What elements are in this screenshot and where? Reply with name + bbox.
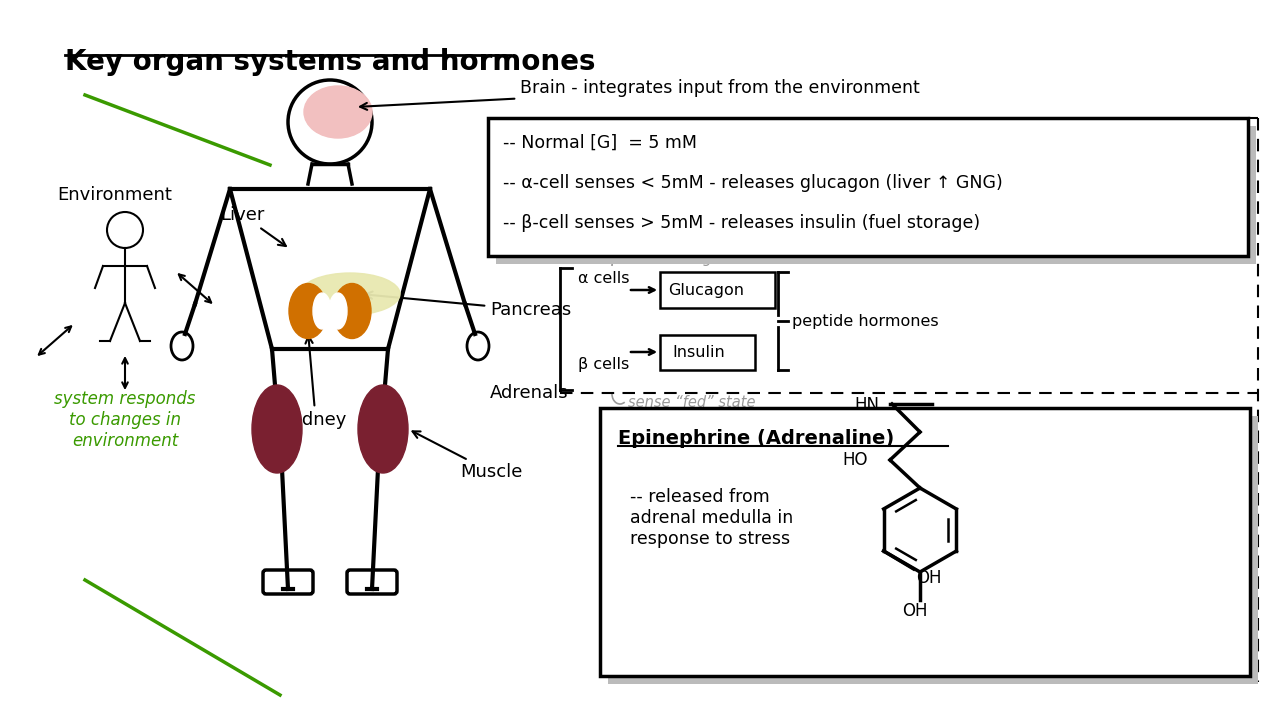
Text: Pancreas: Pancreas xyxy=(365,292,571,319)
Text: HN: HN xyxy=(854,396,879,414)
Ellipse shape xyxy=(252,385,302,473)
Text: sense “fed” state: sense “fed” state xyxy=(628,395,755,410)
Text: peptide hormones: peptide hormones xyxy=(792,313,938,328)
Text: -- Normal [G]  = 5 mM: -- Normal [G] = 5 mM xyxy=(503,134,698,152)
Text: system responds
to changes in
environment: system responds to changes in environmen… xyxy=(54,390,196,449)
Text: OH: OH xyxy=(902,602,928,620)
Bar xyxy=(488,118,1248,256)
Text: Muscle: Muscle xyxy=(412,431,522,481)
Bar xyxy=(600,408,1251,676)
Polygon shape xyxy=(608,416,1258,684)
Text: -- β-cell senses > 5mM - releases insulin (fuel storage): -- β-cell senses > 5mM - releases insuli… xyxy=(503,214,980,232)
Text: -- α-cell senses < 5mM - releases glucagon (liver ↑ GNG): -- α-cell senses < 5mM - releases glucag… xyxy=(503,174,1002,192)
Ellipse shape xyxy=(329,293,347,329)
Text: Epinephrine (Adrenaline): Epinephrine (Adrenaline) xyxy=(618,428,895,448)
Text: HO: HO xyxy=(842,451,868,469)
Text: Liver: Liver xyxy=(220,206,285,246)
Bar xyxy=(660,335,755,370)
Text: Brain - integrates input from the environment: Brain - integrates input from the enviro… xyxy=(360,79,920,110)
Bar xyxy=(660,272,774,308)
Text: Environment: Environment xyxy=(58,186,173,204)
Text: Kidney: Kidney xyxy=(285,336,347,429)
Ellipse shape xyxy=(358,385,408,473)
Text: α cells: α cells xyxy=(579,271,630,286)
Text: Adrenals: Adrenals xyxy=(490,384,568,402)
Text: Insulin: Insulin xyxy=(672,344,724,359)
Ellipse shape xyxy=(289,284,326,338)
Ellipse shape xyxy=(300,273,399,315)
Ellipse shape xyxy=(314,293,332,329)
Polygon shape xyxy=(497,126,1256,264)
Text: Glucagon: Glucagon xyxy=(668,282,744,297)
Text: OH: OH xyxy=(915,569,941,587)
Text: sense hunger: sense hunger xyxy=(628,251,727,266)
Ellipse shape xyxy=(305,86,372,138)
Text: β cells: β cells xyxy=(579,356,630,372)
Text: Key organ systems and hormones: Key organ systems and hormones xyxy=(65,48,595,76)
Ellipse shape xyxy=(333,284,371,338)
Text: -- released from
adrenal medulla in
response to stress: -- released from adrenal medulla in resp… xyxy=(630,488,794,548)
